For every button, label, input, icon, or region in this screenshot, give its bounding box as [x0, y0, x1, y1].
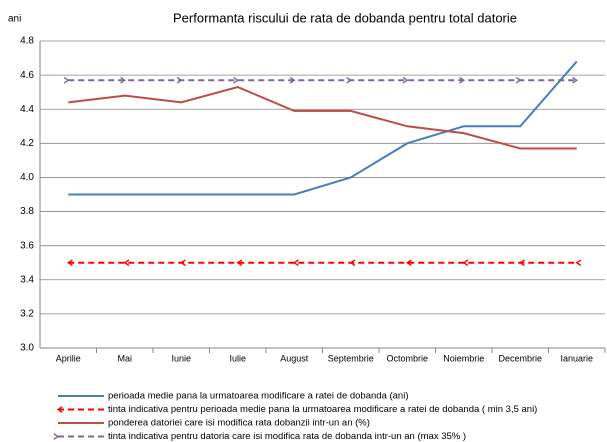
x-tick-label: Octombrie — [386, 353, 428, 363]
x-tick-label: Noiembrie — [443, 353, 484, 363]
x-tick-label: Decembrie — [498, 353, 542, 363]
y-tick-label: 4.6 — [20, 70, 34, 81]
y-tick-label: 4.8 — [20, 36, 34, 47]
series-line — [68, 85, 577, 150]
legend-label: tinta indicativa pentru datoria care isi… — [108, 431, 466, 442]
y-tick-label: 4.0 — [20, 172, 34, 183]
x-tick-label: Aprilie — [56, 353, 81, 363]
x-tick-label: Iunie — [171, 353, 191, 363]
y-tick-label: 4.4 — [20, 104, 34, 115]
legend-label: tinta indicativa pentru perioada medie p… — [108, 404, 537, 415]
x-tick-label: August — [280, 353, 309, 363]
y-axis-label: ani — [8, 14, 21, 25]
series-line — [68, 60, 578, 196]
y-tick-label: 3.4 — [20, 274, 34, 285]
chart-title: Performanta riscului de rata de dobanda … — [173, 10, 517, 25]
legend-label: perioada medie pana la urmatoarea modifi… — [108, 391, 409, 402]
x-tick-label: Mai — [117, 353, 132, 363]
y-tick-label: 3.8 — [20, 206, 34, 217]
x-tick-label: Ianuarie — [560, 353, 593, 363]
y-tick-label: 3.0 — [20, 343, 34, 354]
x-tick-label: Iulie — [229, 353, 246, 363]
y-tick-label: 3.2 — [20, 309, 34, 320]
y-tick-label: 3.6 — [20, 240, 34, 251]
y-tick-label: 4.2 — [20, 138, 34, 149]
x-tick-label: Septembrie — [328, 353, 374, 363]
legend-label: ponderea datoriei care isi modifica rata… — [108, 418, 370, 429]
